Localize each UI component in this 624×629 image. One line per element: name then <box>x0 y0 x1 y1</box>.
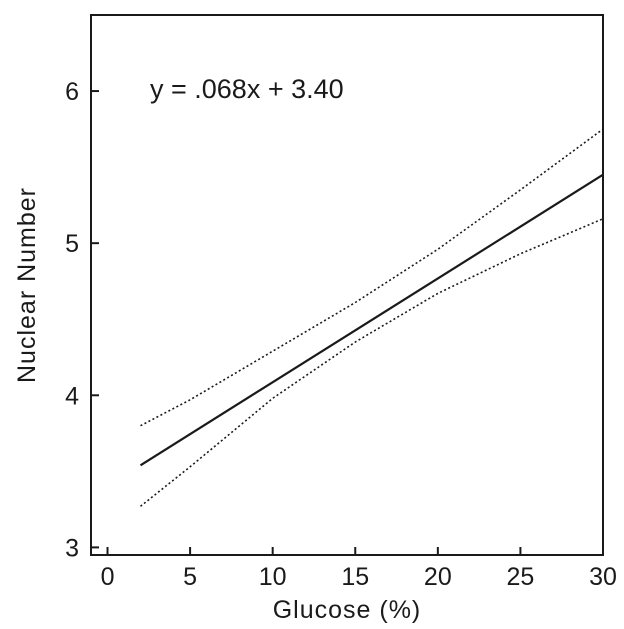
lower-confidence-line <box>140 218 604 507</box>
y-tick-label: 4 <box>65 382 79 410</box>
y-axis-title: Nuclear Number <box>13 187 41 383</box>
x-tick-label: 25 <box>507 563 535 591</box>
x-tick-label: 5 <box>183 563 197 591</box>
y-axis-ticks: 3 4 5 6 <box>65 78 99 562</box>
regression-equation: y = .068x + 3.40 <box>150 74 344 104</box>
plot-frame <box>90 14 604 556</box>
x-tick-label: 10 <box>259 563 287 591</box>
regression-line <box>139 173 604 467</box>
upper-confidence-line <box>140 128 604 427</box>
y-tick-label: 3 <box>65 534 79 562</box>
x-axis-ticks: 0 5 10 15 20 25 30 <box>101 547 617 591</box>
x-tick-label: 30 <box>589 563 617 591</box>
x-tick-label: 20 <box>424 563 452 591</box>
y-tick-label: 6 <box>65 78 79 106</box>
x-tick-label: 15 <box>341 563 369 591</box>
x-tick-label: 0 <box>101 563 115 591</box>
series-layer <box>139 128 604 507</box>
y-tick-label: 5 <box>65 230 79 258</box>
x-axis-title: Glucose (%) <box>273 596 422 624</box>
